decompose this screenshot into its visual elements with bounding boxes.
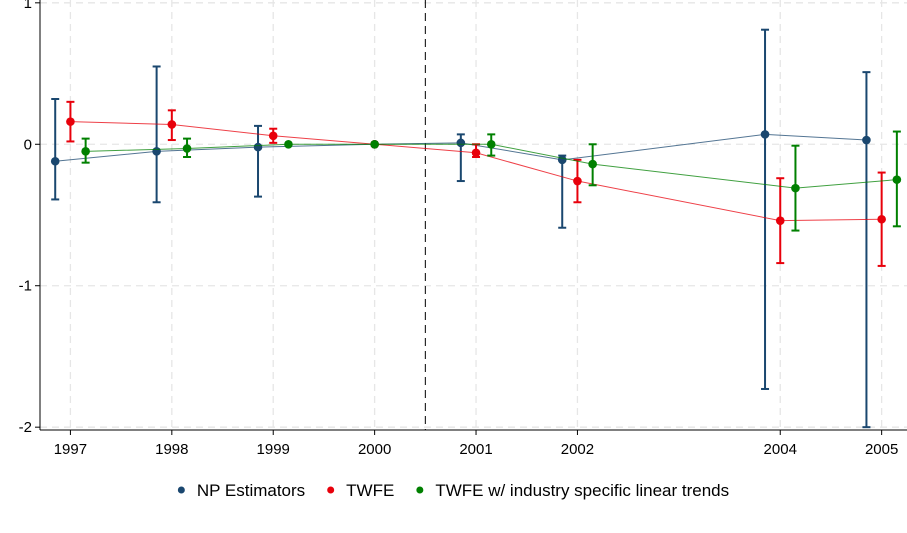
series-2 bbox=[81, 130, 902, 232]
data-point bbox=[284, 139, 293, 149]
series-1 bbox=[66, 100, 886, 267]
x-tick-label: 1998 bbox=[155, 441, 188, 458]
data-point bbox=[557, 155, 567, 165]
data-point bbox=[877, 214, 886, 224]
series-line bbox=[55, 133, 867, 162]
data-point bbox=[775, 216, 785, 225]
data-point bbox=[471, 148, 481, 158]
series-line bbox=[70, 121, 882, 222]
x-tick-label: 2002 bbox=[561, 441, 594, 458]
data-point bbox=[760, 130, 770, 139]
data-point bbox=[182, 144, 192, 153]
legend-label: TWFE w/ industry specific linear trends bbox=[435, 481, 729, 500]
x-tick-label: 2001 bbox=[459, 441, 492, 458]
y-tick-label: 1 bbox=[24, 0, 32, 12]
series-layer bbox=[50, 28, 902, 429]
data-point bbox=[456, 138, 466, 148]
x-tick-label: 2004 bbox=[764, 441, 797, 458]
data-point bbox=[66, 117, 75, 126]
y-tick-label: 0 bbox=[24, 136, 32, 153]
series-0 bbox=[50, 28, 871, 429]
data-point bbox=[791, 183, 800, 193]
data-point bbox=[81, 147, 90, 156]
legend-marker-2 bbox=[416, 486, 424, 494]
data-point bbox=[253, 142, 263, 152]
x-tick-label: 1997 bbox=[54, 441, 87, 458]
series-line bbox=[85, 143, 897, 189]
legend: NP Estimators TWFE TWFE w/ industry specif… bbox=[177, 481, 729, 500]
gridlines bbox=[40, 0, 907, 430]
data-point bbox=[152, 147, 161, 156]
data-point bbox=[588, 159, 597, 169]
data-point bbox=[862, 135, 871, 145]
x-tick-label: 2000 bbox=[358, 441, 391, 458]
x-tick-label: 2005 bbox=[865, 441, 898, 458]
data-point bbox=[370, 139, 379, 149]
data-point bbox=[167, 120, 177, 129]
data-point bbox=[486, 139, 496, 149]
x-tick-label: 1999 bbox=[257, 441, 290, 458]
data-point bbox=[50, 156, 60, 166]
legend-label: TWFE bbox=[346, 481, 394, 500]
legend-marker-1 bbox=[327, 486, 335, 494]
y-tick-label: -1 bbox=[19, 278, 32, 295]
legend-marker-0 bbox=[177, 486, 185, 494]
data-point bbox=[268, 131, 278, 141]
y-tick-label: -2 bbox=[19, 419, 32, 436]
data-point bbox=[573, 176, 582, 186]
axes: 1 0 -1 -2 1997 1998 1999 2000 2001 2002 2004 2005 bbox=[19, 0, 907, 458]
data-point bbox=[892, 175, 902, 184]
legend-label: NP Estimators bbox=[197, 481, 305, 500]
